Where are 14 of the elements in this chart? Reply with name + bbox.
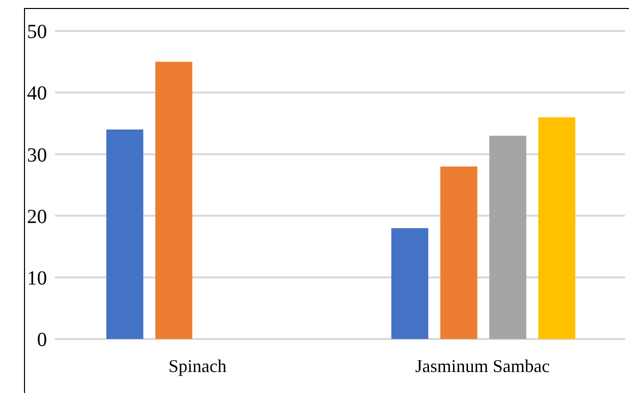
bar [489, 136, 526, 339]
bar [155, 62, 192, 339]
y-tick-label: 10 [27, 268, 47, 290]
x-tick-label: Spinach [168, 356, 226, 376]
y-tick-label: 40 [27, 82, 47, 105]
x-tick-label: Jasminum Sambac [415, 356, 550, 376]
bar [440, 166, 478, 339]
y-tick-label: 30 [27, 144, 47, 166]
y-tick-label: 50 [27, 21, 47, 44]
y-tick-label: 20 [27, 206, 47, 228]
bar [538, 117, 576, 339]
bar [391, 228, 428, 339]
y-tick-label: 0 [37, 329, 47, 352]
bar [106, 130, 144, 339]
